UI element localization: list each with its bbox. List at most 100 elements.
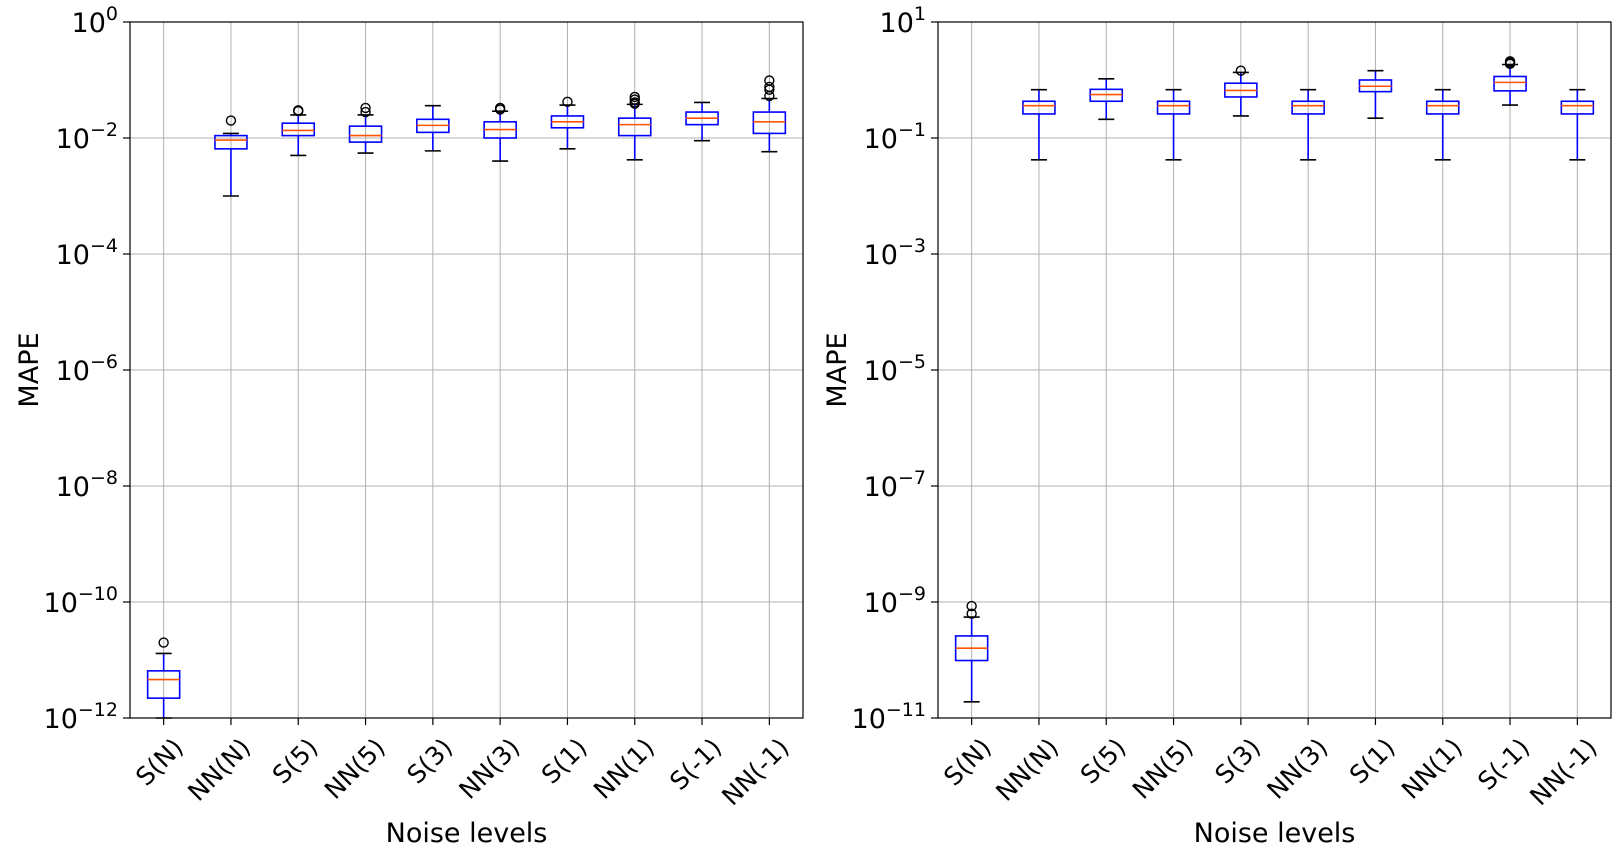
y-tick-base: 10 — [864, 472, 898, 503]
outlier-point — [562, 96, 573, 108]
y-tick-label: 10−10 — [44, 583, 118, 619]
outlier-point — [225, 115, 237, 126]
y-tick-exponent: −4 — [90, 235, 118, 257]
box-NN(3) — [1291, 88, 1325, 161]
y-tick-base: 10 — [56, 472, 90, 503]
x-tick-label: NN(N) — [182, 733, 256, 807]
y-tick-exponent: 1 — [914, 3, 926, 25]
box-S(N) — [954, 600, 989, 703]
x-tick-label: S(3) — [1209, 733, 1266, 790]
y-tick-base: 10 — [864, 356, 898, 387]
outlier-point — [1235, 65, 1247, 76]
box-NN(1) — [617, 91, 652, 161]
y-tick-exponent: −8 — [90, 467, 118, 489]
box-S(5) — [281, 105, 316, 157]
y-tick-exponent: −5 — [898, 351, 926, 373]
box-S(1) — [550, 96, 585, 150]
box-S(5) — [1089, 77, 1124, 121]
x-tick-label: S(N) — [938, 733, 997, 792]
box-iqr — [752, 111, 787, 135]
y-tick-exponent: −6 — [90, 351, 118, 373]
y-tick-label: 101 — [880, 3, 926, 39]
y-tick-base: 10 — [56, 240, 90, 271]
y-axis-label: MAPE — [822, 332, 853, 407]
y-tick-exponent: −7 — [898, 467, 926, 489]
box-iqr — [348, 125, 383, 143]
y-tick-base: 10 — [44, 704, 78, 735]
x-tick-label: S(1) — [536, 733, 593, 790]
y-tick-base: 10 — [852, 704, 886, 735]
box-iqr — [1425, 100, 1460, 115]
box-S(-1) — [685, 101, 719, 142]
y-axis-label: MAPE — [14, 332, 45, 407]
x-tick-label: S(5) — [267, 733, 324, 790]
y-tick-base: 10 — [880, 8, 914, 39]
x-tick-label: NN(N) — [990, 733, 1064, 807]
axes-frame — [937, 21, 1612, 719]
x-tick-label: NN(5) — [1127, 733, 1199, 805]
box-iqr — [617, 117, 652, 137]
y-tick-base: 10 — [864, 588, 898, 619]
box-NN(N) — [1022, 88, 1056, 161]
box-NN(-1) — [752, 75, 787, 153]
y-tick-label: 100 — [72, 3, 118, 39]
x-tick-label: NN(3) — [453, 733, 525, 805]
y-tick-label: 10−3 — [864, 235, 926, 271]
box-NN(5) — [348, 102, 383, 154]
box-S(-1) — [1493, 56, 1527, 106]
box-iqr — [281, 122, 316, 137]
y-tick-base: 10 — [864, 124, 898, 155]
box-iqr — [146, 670, 181, 699]
x-tick-label: S(-1) — [664, 733, 727, 796]
x-tick-label: S(-1) — [1472, 733, 1535, 796]
box-iqr — [1291, 100, 1325, 115]
y-tick-label: 10−9 — [864, 583, 926, 619]
y-tick-label: 10−1 — [864, 119, 926, 155]
x-axis-label: Noise levels — [1194, 818, 1356, 849]
box-NN(1) — [1425, 88, 1460, 161]
box-iqr — [1560, 100, 1595, 115]
x-tick-label: S(N) — [130, 733, 189, 792]
outlier-point — [360, 106, 371, 118]
box-NN(5) — [1156, 88, 1191, 161]
outlier-point — [764, 81, 775, 93]
y-tick-label: 10−12 — [44, 699, 118, 735]
outlier-point — [629, 97, 640, 108]
y-tick-label: 10−6 — [56, 351, 118, 387]
y-tick-label: 10−8 — [56, 467, 118, 503]
box-iqr — [1022, 100, 1056, 115]
y-tick-label: 10−2 — [56, 119, 118, 155]
y-tick-base: 10 — [44, 588, 78, 619]
box-NN(3) — [483, 102, 517, 162]
box-NN(N) — [214, 115, 248, 197]
outlier-point — [764, 75, 775, 86]
x-tick-label: NN(-1) — [716, 733, 794, 811]
outlier-point — [158, 637, 169, 648]
y-tick-exponent: −2 — [90, 119, 118, 141]
box-S(1) — [1358, 69, 1393, 119]
x-tick-label: NN(-1) — [1524, 733, 1602, 811]
x-tick-label: S(1) — [1344, 733, 1401, 790]
outlier-point — [1504, 56, 1516, 67]
y-tick-exponent: −12 — [78, 699, 118, 721]
y-tick-exponent: −10 — [78, 583, 118, 605]
x-tick-label: NN(1) — [588, 733, 660, 805]
box-S(3) — [416, 104, 450, 152]
y-tick-base: 10 — [72, 8, 106, 39]
y-tick-base: 10 — [56, 356, 90, 387]
outlier-point — [629, 91, 640, 103]
y-tick-label: 10−4 — [56, 235, 118, 271]
y-tick-exponent: −1 — [898, 119, 926, 141]
y-tick-base: 10 — [864, 240, 898, 271]
x-tick-label: S(3) — [401, 733, 458, 790]
y-tick-exponent: −3 — [898, 235, 926, 257]
y-tick-label: 10−5 — [864, 351, 926, 387]
x-tick-label: NN(5) — [319, 733, 391, 805]
y-tick-exponent: −9 — [898, 583, 926, 605]
x-axis-label: Noise levels — [386, 818, 548, 849]
outlier-point — [494, 102, 506, 114]
outlier-point — [293, 105, 304, 116]
